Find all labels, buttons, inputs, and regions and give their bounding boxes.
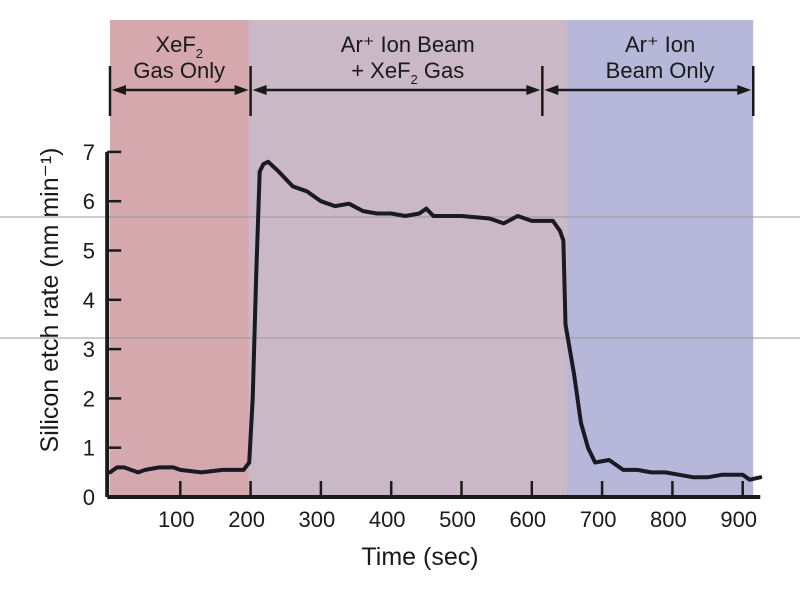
arrowhead-left-icon [544, 85, 559, 95]
region-label-line1: Ar⁺ Ion [625, 32, 695, 57]
x-tick-label: 800 [650, 507, 687, 532]
region-label-line1: Ar⁺ Ion Beam [341, 32, 475, 57]
y-tick-label: 4 [83, 288, 95, 313]
region-label-line2: Beam Only [606, 58, 715, 83]
y-axis-label: Silicon etch rate (nm min⁻¹) [36, 148, 64, 453]
y-tick-label: 3 [83, 337, 95, 362]
arrowhead-right-icon [526, 85, 541, 95]
x-tick-label: 100 [158, 507, 195, 532]
y-tick-label: 0 [83, 485, 95, 510]
x-tick-label: 600 [509, 507, 546, 532]
region-band [566, 20, 754, 497]
region-label-line2: + XeF2 Gas [351, 58, 464, 87]
phase-regions [110, 20, 754, 497]
x-tick-label: 300 [299, 507, 336, 532]
x-tick-label: 900 [720, 507, 757, 532]
y-tick-label: 7 [83, 140, 95, 165]
region-band [110, 20, 249, 497]
x-tick-label: 400 [369, 507, 406, 532]
axes: 100 200 300 400 500 600 700 800 900 0 1 2 3 4 5 6 7 [83, 140, 761, 532]
arrowhead-right-icon [737, 85, 752, 95]
arrowhead-right-icon [234, 85, 249, 95]
y-tick-label: 5 [83, 239, 95, 264]
arrowhead-left-icon [112, 85, 126, 95]
region-label-line2: Gas Only [133, 58, 225, 83]
y-tick-label: 2 [83, 386, 95, 411]
x-tick-label: 200 [228, 507, 265, 532]
region-band [248, 20, 567, 497]
x-tick-label: 700 [580, 507, 617, 532]
arrowhead-left-icon [252, 85, 267, 95]
y-tick-label: 6 [83, 189, 95, 214]
phase-brackets [108, 66, 755, 116]
region-label-line1: XeF2 [155, 32, 203, 61]
series-group [108, 159, 763, 482]
x-tick-label: 500 [439, 507, 476, 532]
x-axis-label: Time (sec) [361, 543, 478, 571]
etch-rate-series-line [108, 159, 763, 482]
y-tick-label: 1 [83, 436, 95, 461]
